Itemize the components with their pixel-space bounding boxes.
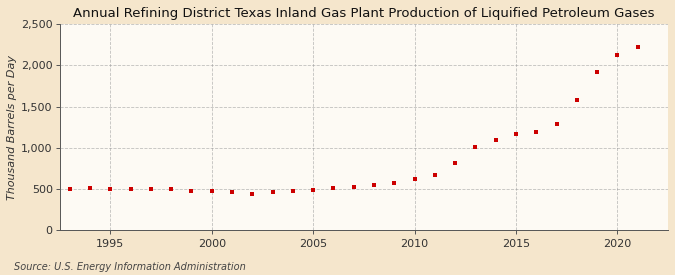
Title: Annual Refining District Texas Inland Gas Plant Production of Liquified Petroleu: Annual Refining District Texas Inland Ga…	[73, 7, 655, 20]
Y-axis label: Thousand Barrels per Day: Thousand Barrels per Day	[7, 55, 17, 200]
Point	[470, 145, 481, 149]
Point	[267, 190, 278, 194]
Point	[247, 192, 258, 196]
Point	[551, 122, 562, 126]
Point	[308, 188, 319, 192]
Point	[389, 181, 400, 186]
Point	[572, 98, 583, 103]
Point	[288, 189, 298, 193]
Point	[105, 186, 116, 191]
Point	[369, 183, 379, 187]
Point	[146, 186, 157, 191]
Point	[328, 186, 339, 191]
Point	[207, 189, 217, 193]
Point	[126, 186, 136, 191]
Point	[612, 53, 623, 57]
Point	[64, 187, 75, 191]
Point	[510, 132, 521, 136]
Point	[531, 130, 541, 134]
Point	[186, 189, 197, 193]
Point	[490, 138, 501, 142]
Point	[632, 45, 643, 49]
Point	[409, 177, 420, 182]
Point	[429, 172, 440, 177]
Point	[348, 185, 359, 189]
Text: Source: U.S. Energy Information Administration: Source: U.S. Energy Information Administ…	[14, 262, 245, 272]
Point	[166, 187, 177, 191]
Point	[592, 70, 603, 74]
Point	[227, 190, 238, 195]
Point	[450, 161, 460, 165]
Point	[84, 186, 95, 191]
